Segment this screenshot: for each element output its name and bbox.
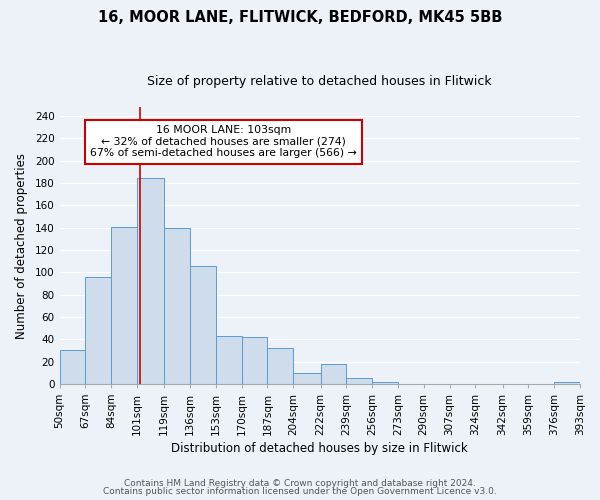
- Bar: [164, 228, 190, 384]
- Bar: [346, 378, 372, 384]
- Bar: [59, 350, 85, 384]
- Bar: [85, 277, 111, 384]
- Bar: [372, 382, 398, 384]
- Text: 16, MOOR LANE, FLITWICK, BEDFORD, MK45 5BB: 16, MOOR LANE, FLITWICK, BEDFORD, MK45 5…: [98, 10, 502, 25]
- Text: Contains HM Land Registry data © Crown copyright and database right 2024.: Contains HM Land Registry data © Crown c…: [124, 478, 476, 488]
- Y-axis label: Number of detached properties: Number of detached properties: [15, 152, 28, 338]
- Bar: [111, 226, 137, 384]
- Text: Contains public sector information licensed under the Open Government Licence v3: Contains public sector information licen…: [103, 487, 497, 496]
- Bar: [137, 178, 164, 384]
- Bar: [320, 364, 346, 384]
- Bar: [190, 266, 216, 384]
- Text: 16 MOOR LANE: 103sqm
← 32% of detached houses are smaller (274)
67% of semi-deta: 16 MOOR LANE: 103sqm ← 32% of detached h…: [90, 125, 357, 158]
- Bar: [293, 372, 320, 384]
- Bar: [242, 337, 268, 384]
- Bar: [216, 336, 242, 384]
- X-axis label: Distribution of detached houses by size in Flitwick: Distribution of detached houses by size …: [172, 442, 468, 455]
- Bar: [268, 348, 293, 384]
- Title: Size of property relative to detached houses in Flitwick: Size of property relative to detached ho…: [148, 75, 492, 88]
- Bar: [554, 382, 580, 384]
